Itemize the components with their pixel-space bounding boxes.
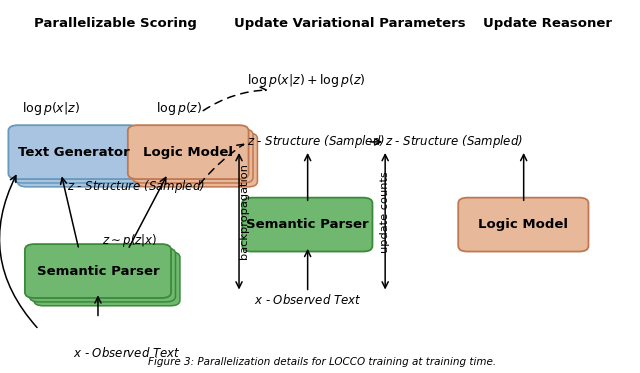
Text: $z$ - Structure (Sampled): $z$ - Structure (Sampled) [385, 134, 524, 150]
Text: Figure 3: Parallelization details for LOCCO training at training time.: Figure 3: Parallelization details for LO… [148, 357, 496, 367]
Text: $z$ - Structure (Sampled): $z$ - Structure (Sampled) [246, 134, 385, 150]
FancyBboxPatch shape [13, 129, 143, 183]
FancyBboxPatch shape [29, 248, 175, 302]
Text: Logic Model: Logic Model [143, 145, 233, 159]
Text: backpropagation: backpropagation [239, 163, 249, 258]
FancyBboxPatch shape [132, 129, 253, 183]
Text: update counts: update counts [380, 172, 390, 253]
Text: $z$ - Structure (Sampled): $z$ - Structure (Sampled) [67, 178, 205, 195]
Text: Parallelizable Scoring: Parallelizable Scoring [34, 18, 196, 31]
Text: $x$ - Observed Text: $x$ - Observed Text [254, 293, 362, 307]
Text: Update Variational Parameters: Update Variational Parameters [234, 18, 466, 31]
FancyBboxPatch shape [128, 125, 248, 179]
FancyBboxPatch shape [8, 125, 139, 179]
FancyBboxPatch shape [17, 133, 148, 187]
Text: $x$ - Observed Text: $x$ - Observed Text [72, 346, 180, 360]
Text: Semantic Parser: Semantic Parser [246, 218, 369, 231]
FancyBboxPatch shape [34, 252, 180, 306]
FancyBboxPatch shape [458, 198, 588, 251]
Text: $\log p(x|z) + \log p(z)$: $\log p(x|z) + \log p(z)$ [246, 72, 365, 89]
Text: $\log p(z)$: $\log p(z)$ [156, 100, 203, 117]
Text: Semantic Parser: Semantic Parser [36, 264, 159, 278]
FancyBboxPatch shape [137, 133, 257, 187]
Text: Update Reasoner: Update Reasoner [483, 18, 612, 31]
Text: $z \sim p(z|x)$: $z \sim p(z|x)$ [102, 232, 158, 249]
FancyBboxPatch shape [25, 244, 171, 298]
Text: $\log p(x|z)$: $\log p(x|z)$ [22, 100, 79, 117]
Text: Text Generator: Text Generator [18, 145, 129, 159]
FancyBboxPatch shape [242, 198, 372, 251]
Text: Logic Model: Logic Model [478, 218, 568, 231]
